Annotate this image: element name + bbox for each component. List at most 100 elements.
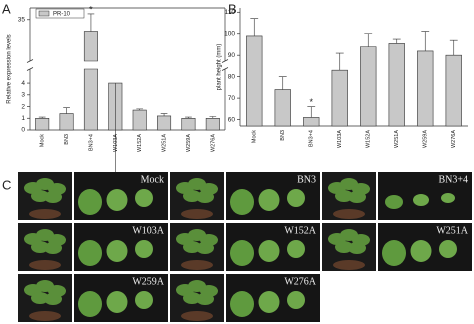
bar (360, 46, 377, 127)
leaf (230, 240, 254, 266)
leaf (106, 240, 128, 262)
x-tick-label: W276A (451, 130, 457, 148)
bar (274, 89, 291, 127)
photo-panel: BN3 (170, 172, 320, 220)
error-bar (136, 108, 144, 111)
pot (29, 311, 61, 321)
x-tick-label: W251A (162, 134, 168, 152)
photo-label: W251A (436, 225, 468, 236)
plant-leaf (31, 241, 49, 253)
leaf (287, 240, 305, 258)
y-axis-title: plant height (mm) (217, 44, 223, 91)
axis-break (26, 67, 34, 71)
pot (29, 260, 61, 270)
bar (59, 113, 74, 131)
plant-leaf (31, 190, 49, 202)
y-tick-label: 60 (228, 116, 236, 123)
error-bar (278, 76, 287, 90)
x-tick-label: W103A (337, 130, 343, 148)
panel-label: B (228, 1, 237, 16)
photo-label: W259A (132, 276, 164, 287)
error-bar (392, 38, 401, 44)
y-tick-label: 110 (225, 9, 236, 16)
y-tick-label: 2 (21, 103, 25, 110)
leaf (258, 240, 280, 262)
y-tick-label: 70 (228, 95, 236, 102)
pot (333, 260, 365, 270)
annotation: * (89, 4, 93, 14)
y-axis-title: Relative expression levels (7, 34, 13, 103)
leaf (78, 189, 102, 215)
pot (181, 209, 213, 219)
y-tick-label: 90 (228, 52, 236, 59)
plant-leaf (183, 190, 201, 202)
x-tick-label: BN3 (64, 134, 70, 145)
error-bar (364, 33, 373, 47)
photo-panel: W276A (170, 274, 320, 322)
pot (333, 209, 365, 219)
x-tick-label: W276A (210, 134, 216, 152)
plant-leaf (183, 292, 201, 304)
bar (181, 117, 196, 131)
plant-leaf (348, 191, 366, 203)
plant-leaf (348, 242, 366, 254)
leaf (382, 240, 406, 266)
leaf (106, 291, 128, 313)
plant-leaf (44, 242, 62, 254)
y-tick-label: 100 (224, 30, 235, 37)
leaf (78, 240, 102, 266)
y-tick-label: 35 (18, 16, 26, 23)
photo-label: BN3 (297, 174, 316, 185)
photo-label: W152A (284, 225, 316, 236)
pot (181, 311, 213, 321)
x-tick-label: W152A (137, 134, 143, 152)
bar (157, 115, 172, 131)
error-bar (185, 116, 192, 119)
legend: PR-10 (35, 8, 85, 19)
x-tick-label: BN3 (280, 130, 286, 141)
leaf (230, 189, 254, 215)
leaf (230, 291, 254, 317)
x-tick-label: Mock (40, 134, 46, 147)
bar (205, 117, 220, 131)
error-bar (335, 52, 344, 71)
bar (445, 54, 462, 127)
x-tick-label: W103A (113, 134, 119, 152)
leaf (385, 195, 403, 209)
plant-leaf (183, 241, 201, 253)
leaf (135, 291, 153, 309)
leaf (287, 189, 305, 207)
axis-break (26, 59, 34, 63)
plant-leaf (335, 241, 353, 253)
x-tick-label: BN3+4 (88, 134, 94, 151)
bar (83, 31, 98, 131)
photo-label: Mock (141, 174, 164, 185)
pot (181, 260, 213, 270)
bar (246, 35, 263, 127)
error-bar (307, 106, 316, 118)
leaf (410, 240, 432, 262)
legend-label: PR-10 (53, 11, 71, 17)
panel-label: C (2, 177, 11, 192)
error-bar (449, 39, 458, 56)
x-tick-label: W259A (423, 130, 429, 148)
photo-panel: W103A (18, 223, 168, 271)
leaf (135, 240, 153, 258)
error-bar (209, 116, 217, 119)
x-tick-label: W259A (186, 134, 192, 152)
leaf (135, 189, 153, 207)
leaf (106, 189, 128, 211)
leaf (78, 291, 102, 317)
error-bar (63, 107, 70, 114)
y-tick-label: 4 (21, 80, 25, 87)
photo-panel: W259A (18, 274, 168, 322)
plant-leaf (335, 190, 353, 202)
photo-panel: Mock (18, 172, 168, 220)
panel-label: A (2, 1, 11, 16)
plant-leaf (31, 292, 49, 304)
photo-label: W276A (284, 276, 316, 287)
y-tick-label: 80 (228, 73, 236, 80)
plant-leaf (44, 293, 62, 305)
x-tick-label: W152A (366, 130, 372, 148)
